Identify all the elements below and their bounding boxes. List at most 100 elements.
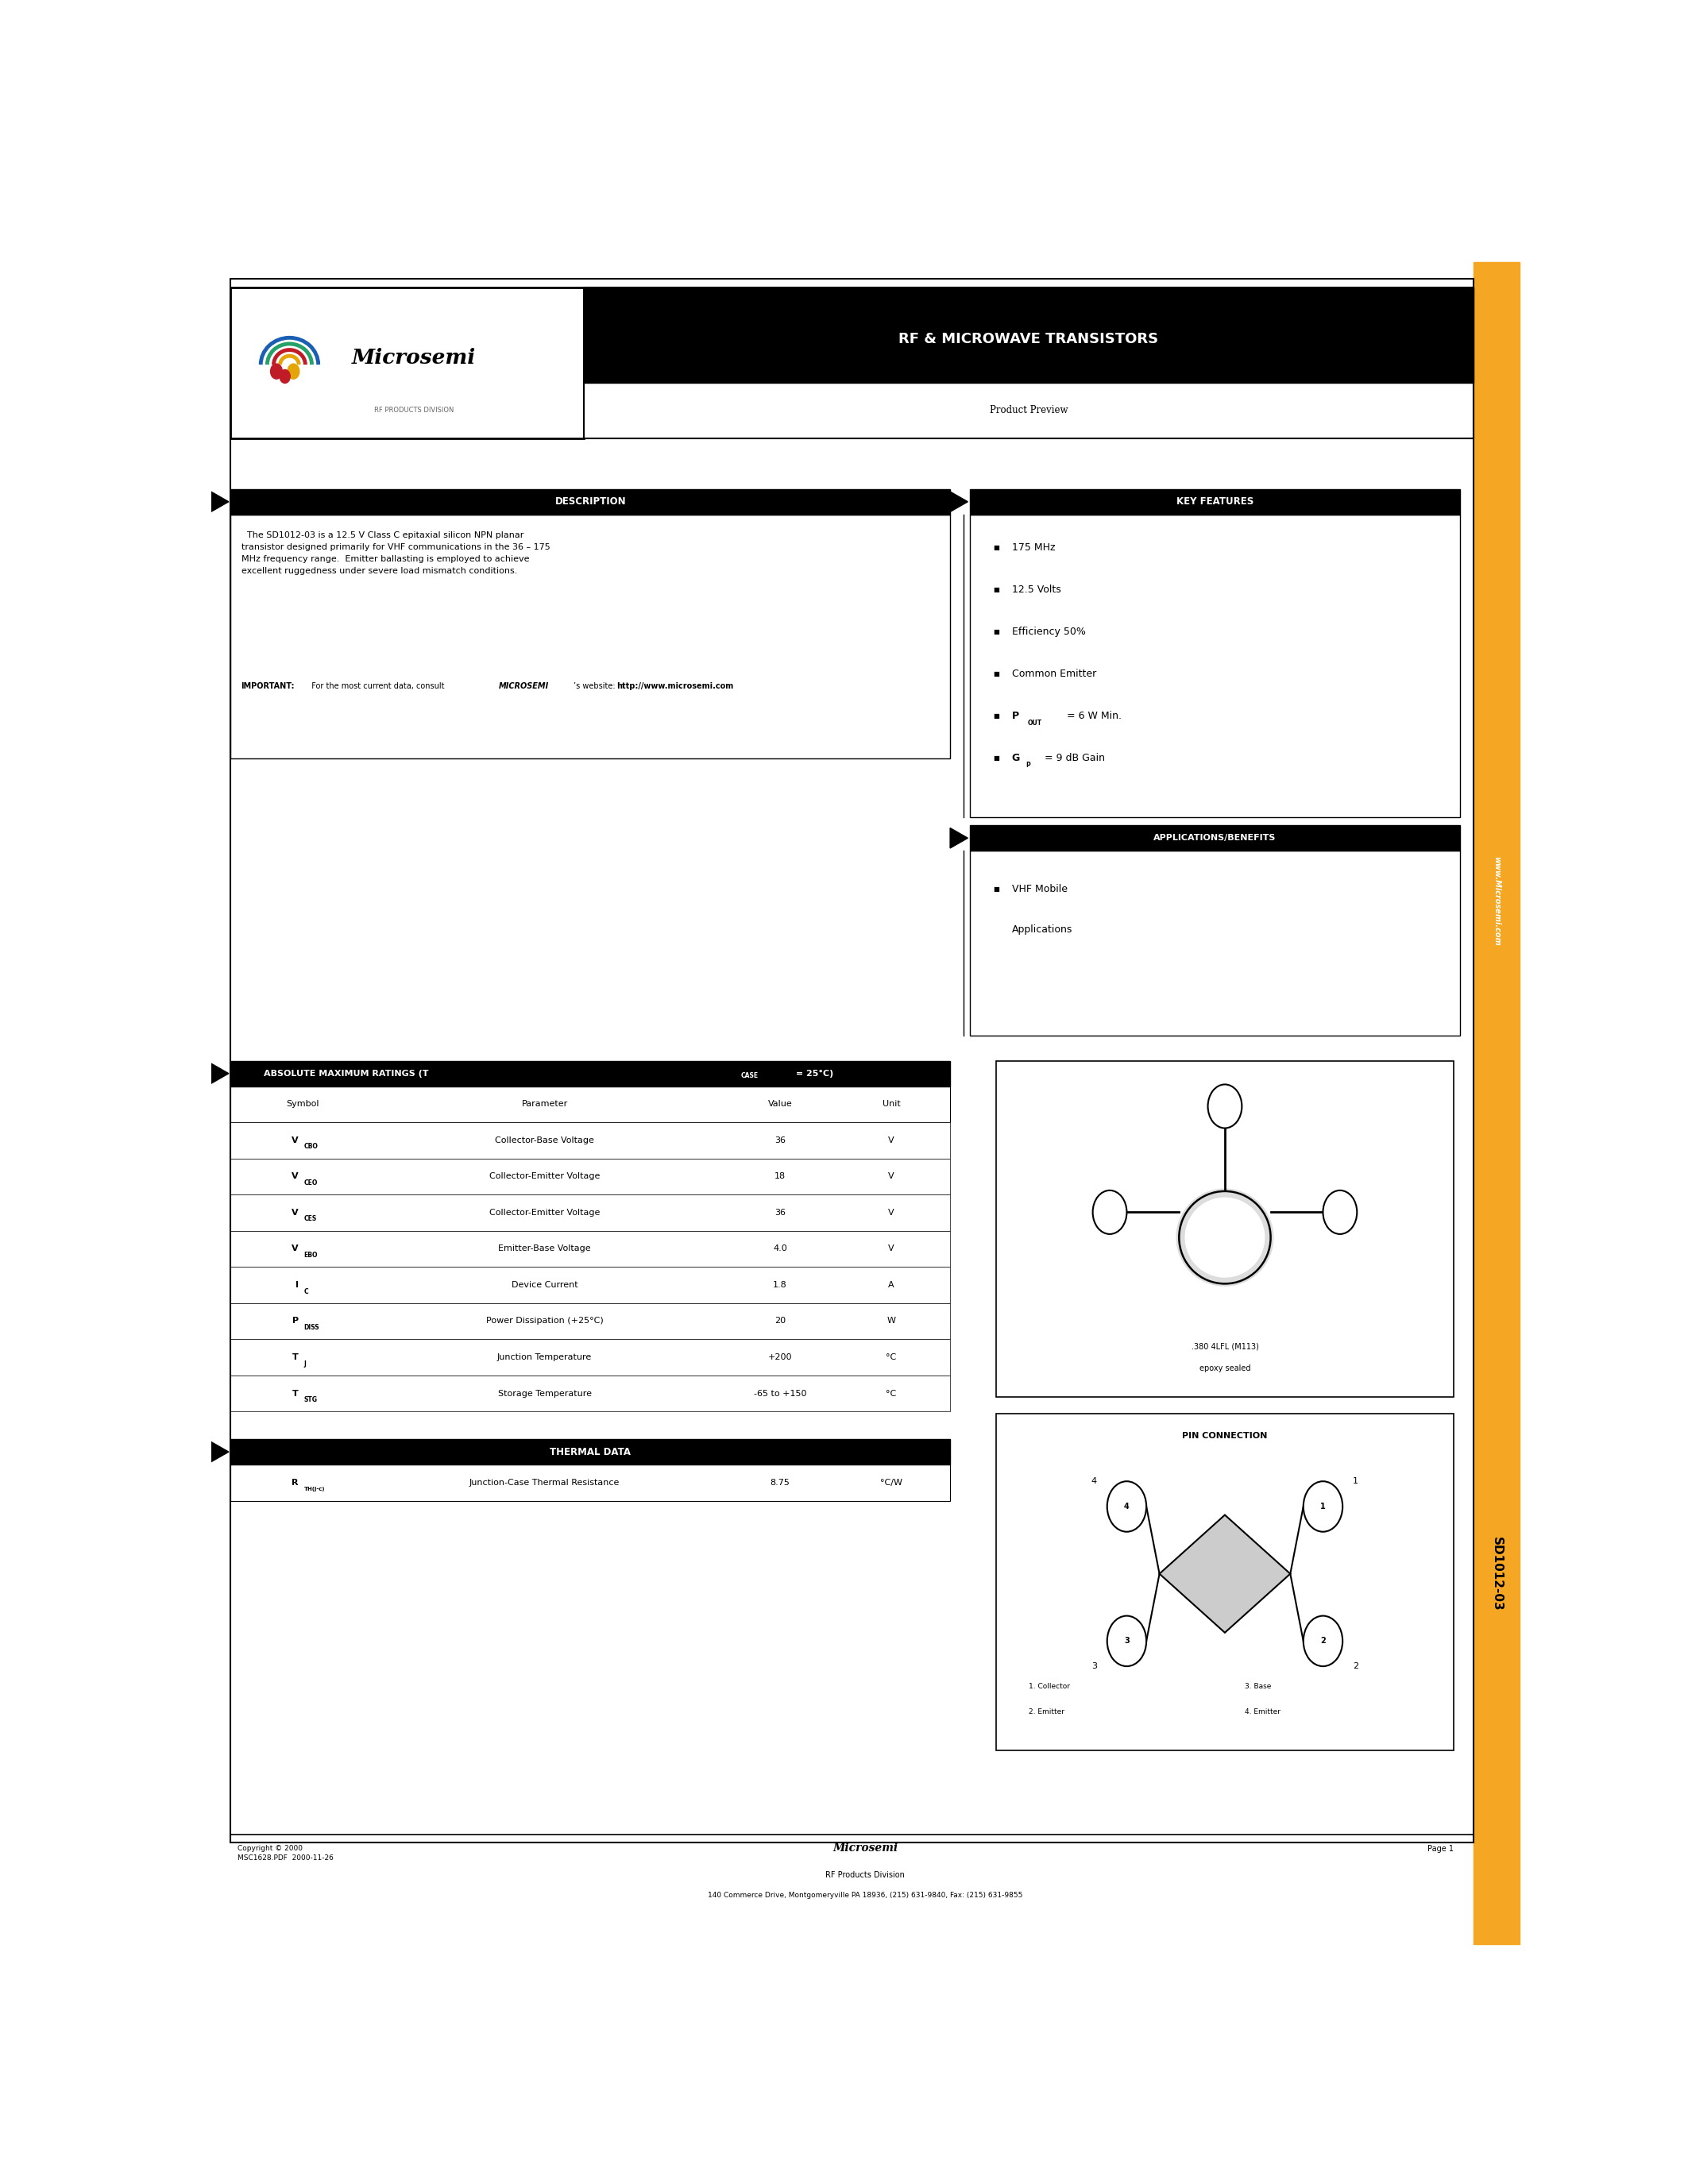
Circle shape (1209, 1085, 1242, 1129)
Bar (584, 288, 1474, 439)
Text: SD1012-03: SD1012-03 (1491, 1538, 1502, 1612)
Text: PIN CONNECTION: PIN CONNECTION (1182, 1433, 1268, 1439)
Bar (231, 515, 950, 758)
Text: APPLICATIONS/BENEFITS: APPLICATIONS/BENEFITS (1153, 834, 1276, 843)
Text: ■: ■ (993, 670, 999, 677)
Bar (996, 1413, 1453, 1749)
Text: MICROSEMI: MICROSEMI (500, 681, 549, 690)
Text: 3: 3 (1090, 1662, 1097, 1671)
Text: +200: +200 (768, 1354, 792, 1361)
Polygon shape (211, 1064, 228, 1083)
Text: 36: 36 (775, 1136, 785, 1144)
Text: 20: 20 (775, 1317, 785, 1326)
Text: ’s website:: ’s website: (574, 681, 619, 690)
Text: TH(j-c): TH(j-c) (304, 1487, 324, 1492)
Text: Storage Temperature: Storage Temperature (498, 1389, 591, 1398)
Circle shape (270, 365, 282, 380)
Text: 4: 4 (1124, 1503, 1129, 1511)
Text: CEO: CEO (304, 1179, 317, 1186)
Text: 4: 4 (1090, 1476, 1097, 1485)
Text: G: G (1011, 753, 1020, 764)
Text: 2: 2 (1320, 1638, 1325, 1645)
Text: DESCRIPTION: DESCRIPTION (555, 496, 626, 507)
Text: J: J (304, 1361, 306, 1367)
Text: ■: ■ (993, 712, 999, 721)
Text: CES: CES (304, 1216, 317, 1223)
Circle shape (1092, 1190, 1128, 1234)
Text: 4. Emitter: 4. Emitter (1244, 1708, 1280, 1714)
Text: 12.5 Volts: 12.5 Volts (1011, 585, 1060, 596)
Bar (231, 288, 584, 439)
Text: THERMAL DATA: THERMAL DATA (550, 1446, 631, 1457)
Circle shape (1303, 1616, 1342, 1666)
Text: 36: 36 (775, 1208, 785, 1216)
Text: ■: ■ (993, 629, 999, 636)
Text: 3: 3 (1124, 1638, 1129, 1645)
Polygon shape (211, 491, 228, 511)
Text: Emitter-Base Voltage: Emitter-Base Voltage (498, 1245, 591, 1254)
Text: ■: ■ (993, 544, 999, 553)
Text: 2: 2 (1352, 1662, 1359, 1671)
Text: 140 Commerce Drive, Montgomeryville PA 18936, (215) 631-9840, Fax: (215) 631-985: 140 Commerce Drive, Montgomeryville PA 1… (707, 1891, 1023, 1898)
Polygon shape (950, 491, 967, 511)
Text: STG: STG (304, 1396, 317, 1404)
Text: Collector-Emitter Voltage: Collector-Emitter Voltage (490, 1173, 599, 1182)
Text: RF Products Division: RF Products Division (825, 1872, 905, 1880)
Bar (231, 1439, 950, 1465)
Text: °C: °C (886, 1389, 896, 1398)
Text: 1: 1 (1352, 1476, 1359, 1485)
Text: RF PRODUCTS DIVISION: RF PRODUCTS DIVISION (375, 406, 454, 413)
Text: IMPORTANT:: IMPORTANT: (241, 681, 295, 690)
Text: -65 to +150: -65 to +150 (753, 1389, 807, 1398)
Text: www.Microsemi.com: www.Microsemi.com (1492, 856, 1501, 946)
Bar (969, 852, 1460, 1035)
Bar (231, 489, 950, 515)
Bar (231, 1195, 950, 1232)
Text: Common Emitter: Common Emitter (1011, 668, 1096, 679)
Text: Symbol: Symbol (285, 1101, 319, 1107)
Text: V: V (888, 1208, 895, 1216)
Text: VHF Mobile: VHF Mobile (1011, 885, 1067, 895)
Text: RF & MICROWAVE TRANSISTORS: RF & MICROWAVE TRANSISTORS (898, 332, 1158, 347)
Circle shape (1303, 1481, 1342, 1531)
Text: 175 MHz: 175 MHz (1011, 544, 1055, 553)
Text: Device Current: Device Current (511, 1282, 577, 1289)
Text: V: V (888, 1173, 895, 1182)
Bar (231, 1339, 950, 1376)
Text: CASE: CASE (741, 1072, 758, 1079)
Text: Collector-Emitter Voltage: Collector-Emitter Voltage (490, 1208, 599, 1216)
Circle shape (287, 365, 299, 380)
Text: 1: 1 (1320, 1503, 1325, 1511)
Bar (231, 1085, 950, 1123)
Text: epoxy sealed: epoxy sealed (1198, 1365, 1251, 1372)
Text: V: V (292, 1173, 299, 1182)
Bar (231, 1232, 950, 1267)
Text: I: I (295, 1282, 299, 1289)
Text: Microsemi: Microsemi (832, 1843, 898, 1854)
Text: °C: °C (886, 1354, 896, 1361)
Polygon shape (211, 1441, 228, 1461)
Text: For the most current data, consult: For the most current data, consult (307, 681, 447, 690)
Text: V: V (888, 1136, 895, 1144)
Text: SD1012-03: SD1012-03 (1354, 301, 1442, 314)
Text: V: V (292, 1245, 299, 1254)
Text: Page 1: Page 1 (1428, 1845, 1453, 1852)
Text: = 6 W Min.: = 6 W Min. (1063, 712, 1123, 721)
Text: C: C (304, 1289, 309, 1295)
Text: V: V (292, 1208, 299, 1216)
Text: Applications: Applications (1011, 924, 1072, 935)
Text: Collector-Base Voltage: Collector-Base Voltage (495, 1136, 594, 1144)
Text: = 9 dB Gain: = 9 dB Gain (1041, 753, 1106, 764)
Text: EBO: EBO (304, 1251, 317, 1258)
Text: Efficiency 50%: Efficiency 50% (1011, 627, 1085, 638)
Circle shape (280, 369, 290, 382)
Text: Unit: Unit (883, 1101, 900, 1107)
Text: Junction Temperature: Junction Temperature (498, 1354, 592, 1361)
Text: P: P (1026, 762, 1031, 769)
Text: .380 4LFL (M113): .380 4LFL (M113) (1192, 1343, 1259, 1350)
Text: R: R (292, 1479, 299, 1487)
Text: 2. Emitter: 2. Emitter (1028, 1708, 1065, 1714)
Text: Copyright © 2000
MSC1628.PDF  2000-11-26: Copyright © 2000 MSC1628.PDF 2000-11-26 (236, 1845, 333, 1861)
Text: 8.75: 8.75 (770, 1479, 790, 1487)
Circle shape (1323, 1190, 1357, 1234)
